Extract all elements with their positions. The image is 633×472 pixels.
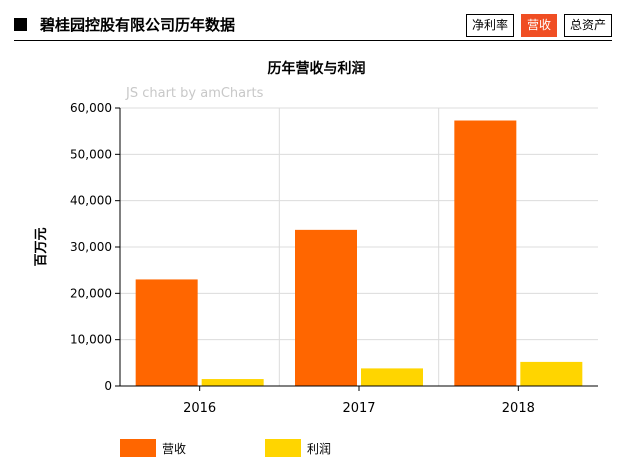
x-tick-label: 2018 xyxy=(502,401,535,416)
bar-revenue xyxy=(135,279,198,386)
y-tick-label: 10,000 xyxy=(70,333,112,347)
legend-swatch-revenue xyxy=(120,439,156,457)
tab-net-margin[interactable]: 净利率 xyxy=(465,14,514,37)
legend-item-profit[interactable]: 利润 xyxy=(265,438,331,458)
bar-revenue xyxy=(295,229,357,386)
legend-swatch-profit xyxy=(265,439,301,457)
tab-total-assets[interactable]: 总资产 xyxy=(563,14,612,37)
tab-revenue[interactable]: 营收 xyxy=(520,14,557,37)
header-square-icon xyxy=(14,18,27,31)
metric-tabs: 净利率 营收 总资产 xyxy=(465,14,612,37)
y-tick-label: 40,000 xyxy=(70,194,112,208)
legend-label-revenue: 营收 xyxy=(162,441,187,456)
chart-title: 历年营收与利润 xyxy=(267,61,366,77)
page-header: 碧桂园控股有限公司历年数据 净利率 营收 总资产 xyxy=(14,10,612,41)
x-tick-label: 2017 xyxy=(342,401,375,416)
legend-item-revenue[interactable]: 营收 xyxy=(120,438,186,458)
page-title: 碧桂园控股有限公司历年数据 xyxy=(40,16,236,34)
chart-legend: 营收 利润 xyxy=(0,438,633,462)
legend-label-profit: 利润 xyxy=(307,441,332,456)
y-tick-label: 20,000 xyxy=(70,286,112,300)
y-tick-label: 0 xyxy=(104,379,112,393)
y-tick-label: 50,000 xyxy=(70,147,112,161)
bar-profit xyxy=(520,361,583,386)
y-axis-label: 百万元 xyxy=(34,227,49,266)
chart-credit[interactable]: JS chart by amCharts xyxy=(126,86,264,101)
y-tick-label: 60,000 xyxy=(70,101,112,115)
bar-profit xyxy=(361,368,423,386)
bar-revenue xyxy=(454,120,517,386)
x-tick-label: 2016 xyxy=(183,401,216,416)
y-tick-label: 30,000 xyxy=(70,240,112,254)
bar-profit xyxy=(201,379,264,386)
